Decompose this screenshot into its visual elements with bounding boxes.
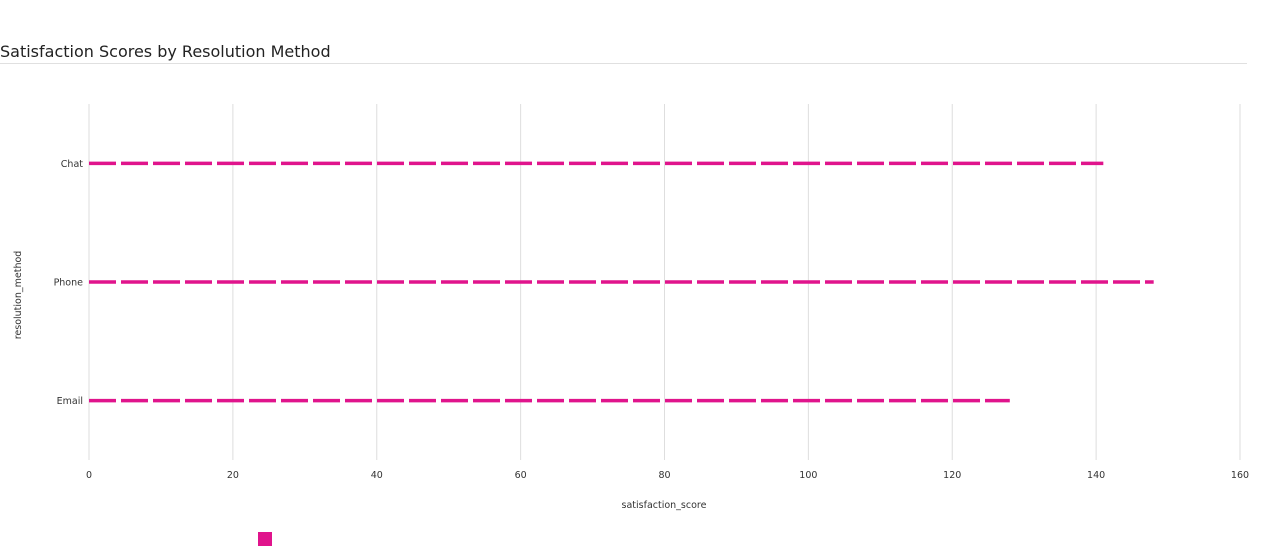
x-tick-label: 0 [86,470,92,481]
y-tick-labels: Chat Phone Email [54,159,84,407]
x-tick-label: 100 [799,470,817,481]
x-tick-label: 40 [371,470,383,481]
x-axis-label: satisfaction_score [622,500,707,511]
y-tick-label: Phone [54,278,84,289]
x-tick-label: 60 [515,470,527,481]
legend-swatch[interactable] [258,532,272,546]
y-axis-label: resolution_method [13,251,24,340]
x-tick-label: 20 [227,470,239,481]
x-tick-label: 140 [1087,470,1105,481]
title-divider [0,63,1247,64]
x-tick-label: 160 [1231,470,1249,481]
y-tick-label: Chat [61,159,83,170]
bars [89,161,1154,403]
y-tick-label: Email [57,396,83,407]
x-tick-label: 80 [658,470,670,481]
x-tick-labels: 0 20 40 60 80 100 120 140 160 [86,470,1249,481]
x-tick-label: 120 [943,470,961,481]
chart-title: Satisfaction Scores by Resolution Method [0,42,331,61]
